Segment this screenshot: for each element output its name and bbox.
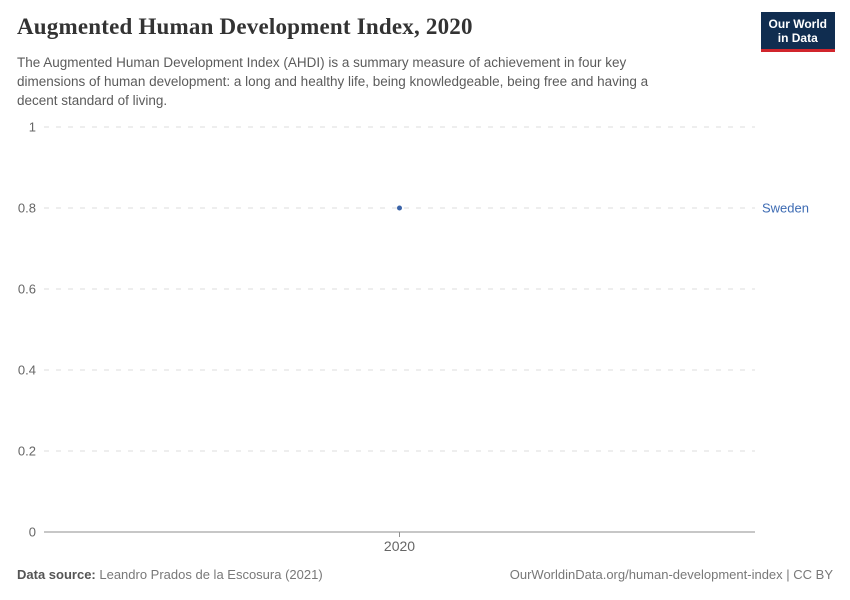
y-tick-label: 1 <box>29 120 36 135</box>
chart-subtitle-line: The Augmented Human Development Index (A… <box>17 55 627 70</box>
y-tick-label: 0.4 <box>18 363 36 378</box>
y-tick-label: 0.2 <box>18 444 36 459</box>
footer-credit: OurWorldinData.org/human-development-ind… <box>510 567 833 582</box>
data-source-value: Leandro Prados de la Escosura (2021) <box>95 567 323 582</box>
chart-subtitle: The Augmented Human Development Index (A… <box>17 53 737 110</box>
series-label-sweden[interactable]: Sweden <box>762 201 809 216</box>
chart-subtitle-line: decent standard of living. <box>17 93 168 108</box>
owid-logo[interactable]: Our World in Data <box>760 12 835 52</box>
chart-footer: Data source: Leandro Prados de la Escosu… <box>17 567 833 582</box>
x-tick-label: 2020 <box>384 538 415 554</box>
data-source: Data source: Leandro Prados de la Escosu… <box>17 567 323 582</box>
y-tick-label: 0 <box>29 525 36 540</box>
owid-logo-line2: in Data <box>777 31 818 45</box>
data-source-label: Data source: <box>17 567 96 582</box>
y-tick-label: 0.8 <box>18 201 36 216</box>
license-text: | CC BY <box>782 567 833 582</box>
owid-logo-line1: Our World <box>768 17 827 31</box>
y-tick-label: 0.6 <box>18 282 36 297</box>
chart-subtitle-line: dimensions of human development: a long … <box>17 74 649 89</box>
chart-title: Augmented Human Development Index, 2020 <box>17 14 473 39</box>
data-point-sweden[interactable] <box>397 205 402 211</box>
owid-link[interactable]: OurWorldinData.org/human-development-ind… <box>509 567 783 582</box>
